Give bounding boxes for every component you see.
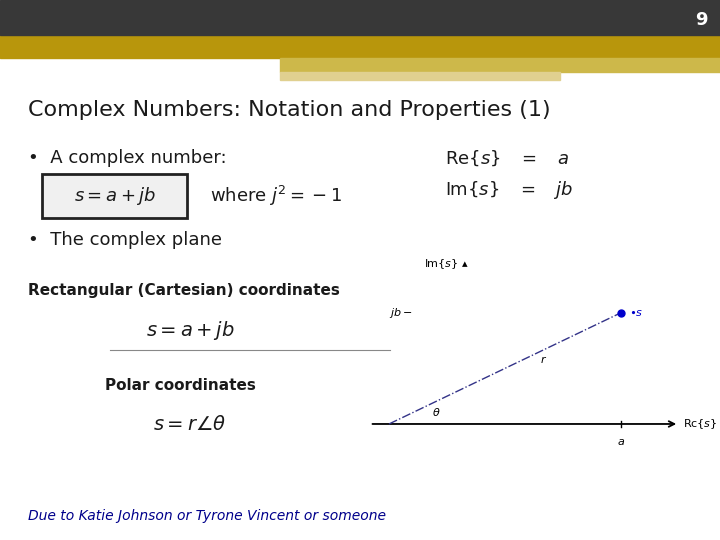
Text: Im$\{s\}$   $=$   $jb$: Im$\{s\}$ $=$ $jb$ xyxy=(445,179,574,201)
Text: Rc$\{s\}$: Rc$\{s\}$ xyxy=(683,417,717,431)
Text: •  The complex plane: • The complex plane xyxy=(28,231,222,249)
Text: Re$\{s\}$   $=$   $a$: Re$\{s\}$ $=$ $a$ xyxy=(445,148,569,168)
Text: $s = r\angle\theta$: $s = r\angle\theta$ xyxy=(153,415,227,435)
Bar xyxy=(280,58,720,72)
Text: Im$\{s\}$ $\blacktriangle$: Im$\{s\}$ $\blacktriangle$ xyxy=(424,258,469,271)
Text: $a$: $a$ xyxy=(617,437,625,447)
Text: $jb-$: $jb-$ xyxy=(389,306,413,320)
Text: Complex Numbers: Notation and Properties (1): Complex Numbers: Notation and Properties… xyxy=(28,100,551,120)
Text: Due to Katie Johnson or Tyrone Vincent or someone: Due to Katie Johnson or Tyrone Vincent o… xyxy=(28,509,386,523)
Text: $\theta$: $\theta$ xyxy=(431,406,440,418)
Text: Rectangular (Cartesian) coordinates: Rectangular (Cartesian) coordinates xyxy=(28,282,340,298)
Text: Polar coordinates: Polar coordinates xyxy=(105,377,256,393)
FancyBboxPatch shape xyxy=(42,174,187,218)
Text: •  A complex number:: • A complex number: xyxy=(28,149,227,167)
Bar xyxy=(0,0,720,35)
Text: 9: 9 xyxy=(696,11,708,29)
Text: $r$: $r$ xyxy=(540,354,547,365)
Text: $s = a + jb$: $s = a + jb$ xyxy=(74,185,156,207)
Bar xyxy=(280,72,560,80)
Text: where $j^2 = -1$: where $j^2 = -1$ xyxy=(210,184,342,208)
Bar xyxy=(0,35,720,58)
Text: $\bullet s$: $\bullet s$ xyxy=(629,308,643,318)
Text: $s = a + jb$: $s = a + jb$ xyxy=(145,319,235,341)
